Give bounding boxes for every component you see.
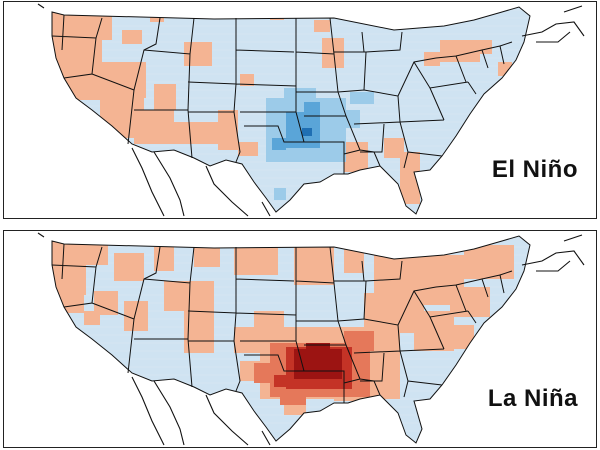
coastlines [37,3,585,217]
state-borders [51,6,531,215]
el-nino-label: El Niño [491,156,578,183]
warm-intense-cells [254,331,374,405]
el-nino-map [37,3,585,217]
la-nina-map [37,232,585,446]
state-borders [51,235,531,444]
la-nina-label: La Niña [487,385,578,412]
el-nino-map-panel: El Niño [3,1,597,219]
coastlines [37,232,585,446]
la-nina-map-panel: La Niña [3,230,597,448]
